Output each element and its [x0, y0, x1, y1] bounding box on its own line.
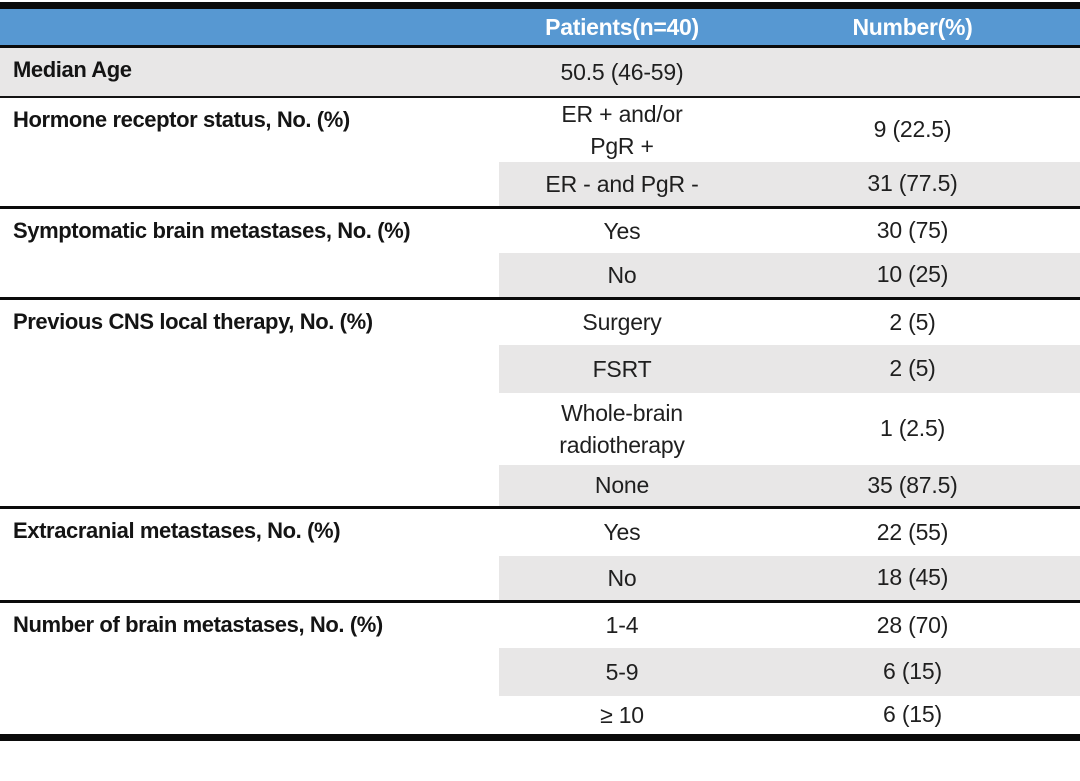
patients-cell: Yes	[603, 519, 641, 546]
number-cell: 2 (5)	[745, 344, 1080, 393]
number-cell: 10 (25)	[745, 252, 1080, 299]
table-row: Whole-brain radiotherapy 1 (2.5)	[0, 393, 1080, 465]
patient-characteristics-table: Patients(n=40) Number(%) Median Age 50.5…	[0, 2, 1080, 741]
table-row: Symptomatic brain metastases, No. (%) Ye…	[0, 207, 1080, 299]
number-cell: 35 (87.5)	[745, 464, 1080, 508]
patients-cell: None	[499, 464, 745, 508]
table-row: Hormone receptor status, No. (%) ER + an…	[0, 96, 1080, 208]
patients-cell: No	[499, 555, 745, 602]
table-row: Number of brain metastases, No. (%) 1-4 …	[0, 601, 1080, 738]
number-cell: 2 (5)	[889, 308, 936, 335]
number-cell	[745, 46, 1080, 97]
number-cell: 6 (15)	[883, 701, 942, 728]
patients-cell: FSRT	[499, 344, 745, 393]
patients-cell: ER - and PgR -	[499, 161, 745, 208]
number-cell: 6 (15)	[745, 647, 1080, 696]
number-cell: 31 (77.5)	[745, 161, 1080, 208]
table-row: No 10 (25)	[0, 252, 1080, 299]
patients-cell: ≥ 10	[600, 701, 644, 728]
patients-cell: ER + and/or PgR +	[561, 100, 683, 159]
table-row: Extracranial metastases, No. (%) Yes 22 …	[0, 507, 1080, 602]
table-row: None 35 (87.5)	[0, 464, 1080, 508]
patients-cell: Surgery	[582, 309, 662, 336]
section-label-hormone-receptor: Hormone receptor status, No. (%)	[0, 96, 499, 208]
header-cell-patients: Patients(n=40)	[545, 13, 699, 40]
patients-cell: Yes	[603, 217, 641, 244]
patients-cell: 5-9	[499, 647, 745, 696]
header-cell-number: Number(%)	[852, 13, 973, 40]
patients-cell: 50.5 (46-59)	[499, 46, 745, 97]
table-row: Previous CNS local therapy, No. (%) Surg…	[0, 298, 1080, 508]
patients-cell: Whole-brain radiotherapy	[559, 399, 685, 458]
section-label-symptomatic: Symptomatic brain metastases, No. (%)	[0, 207, 499, 299]
table-row: ER - and PgR - 31 (77.5)	[0, 161, 1080, 208]
header-row: Patients(n=40) Number(%)	[0, 5, 1080, 47]
section-label-previous-cns: Previous CNS local therapy, No. (%)	[0, 298, 499, 508]
table-row: No 18 (45)	[0, 555, 1080, 602]
number-cell: 30 (75)	[876, 217, 949, 244]
table-row: Median Age 50.5 (46-59)	[0, 46, 1080, 97]
section-label-number-brain-mets: Number of brain metastases, No. (%)	[0, 601, 499, 738]
section-label-median-age: Median Age	[0, 46, 499, 97]
header-cell-empty	[0, 6, 499, 47]
table-row: 5-9 6 (15)	[0, 647, 1080, 696]
number-cell: 9 (22.5)	[873, 116, 952, 142]
number-cell: 18 (45)	[745, 555, 1080, 602]
number-cell: 1 (2.5)	[879, 415, 946, 441]
number-cell: 22 (55)	[876, 518, 949, 545]
section-label-extracranial: Extracranial metastases, No. (%)	[0, 507, 499, 602]
patients-cell: No	[499, 252, 745, 299]
table-row: ≥ 10 6 (15)	[0, 696, 1080, 738]
table-row: FSRT 2 (5)	[0, 344, 1080, 393]
patients-cell: 1-4	[605, 612, 639, 639]
number-cell: 28 (70)	[876, 611, 949, 638]
